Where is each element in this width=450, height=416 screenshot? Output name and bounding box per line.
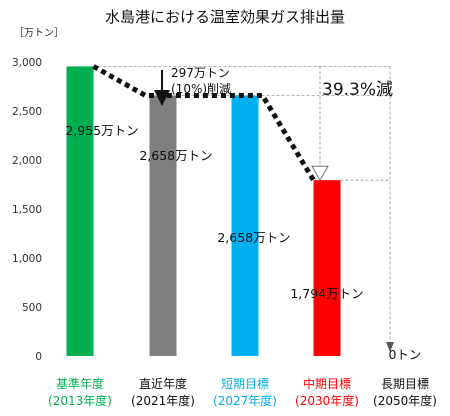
trend-line: [92, 64, 316, 182]
bar: [66, 66, 94, 356]
category-label: 基準年度: [56, 376, 104, 391]
y-tick-label: 3,000: [12, 57, 42, 69]
y-tick-label: 1,500: [12, 204, 42, 216]
data-label: 2,658万トン: [139, 148, 212, 163]
annotation-reduction-amount: 297万トン: [171, 66, 230, 80]
unit-label: ［万トン］: [14, 27, 64, 39]
bar: [313, 180, 341, 356]
category-labels: 基準年度 (2013年度) 直近年度 (2021年度) 短期目標 (2027年度) 中期目標…: [48, 376, 437, 408]
bar: [231, 95, 259, 357]
reduction-arrow-head: [311, 165, 329, 182]
category-label: 中期目標: [303, 376, 351, 391]
category-sublabel: (2030年度): [295, 393, 359, 408]
category-sublabel: (2027年度): [213, 393, 277, 408]
annotation-percent-reduction: 39.3%減: [322, 80, 393, 100]
annotations: 297万トン(10%)削減 39.3%減: [171, 66, 393, 100]
category-label: 直近年度: [139, 376, 187, 391]
category-sublabel: (2021年度): [131, 393, 195, 408]
y-tick-label: 2,500: [12, 106, 42, 118]
data-label: 0トン: [389, 347, 422, 362]
annotation-reduction-percent: (10%)削減: [171, 81, 231, 96]
trend-polyline: [92, 64, 316, 182]
category-label: 長期目標: [381, 377, 429, 391]
category-sublabel: (2013年度): [48, 393, 112, 408]
data-label: 2,658万トン: [217, 230, 290, 245]
y-tick-label: 0: [35, 351, 42, 363]
y-tick-label: 500: [22, 302, 42, 314]
bars: [66, 66, 341, 357]
category-label: 短期目標: [221, 377, 269, 391]
longterm-arrow-head: [386, 342, 394, 352]
bar: [149, 95, 177, 357]
y-tick-label: 1,000: [12, 253, 42, 265]
category-sublabel: (2050年度): [373, 393, 437, 408]
y-axis: 0 500 1,000 1,500 2,000 2,500 3,000: [12, 57, 42, 363]
data-label: 2,955万トン: [65, 123, 138, 138]
y-tick-label: 2,000: [12, 155, 42, 167]
chart-title: 水島港における温室効果ガス排出量: [104, 8, 345, 26]
data-label: 1,794万トン: [290, 286, 363, 301]
